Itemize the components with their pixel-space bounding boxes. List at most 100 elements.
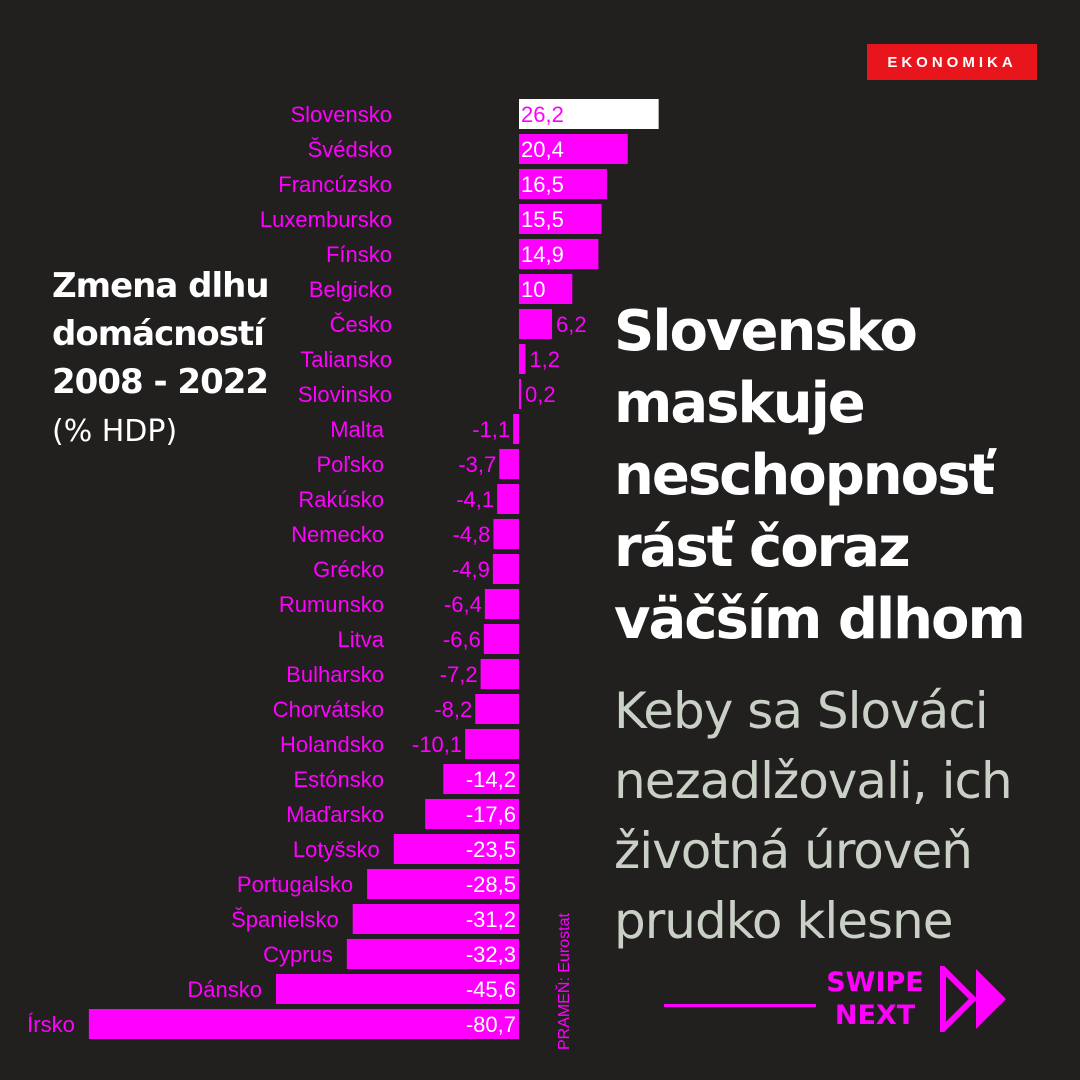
bar	[352, 904, 519, 934]
category-label: Portugalsko	[237, 872, 353, 897]
category-label: Malta	[330, 417, 385, 442]
bar	[492, 554, 519, 584]
bar	[519, 204, 602, 234]
next-label: NEXT	[834, 1000, 916, 1031]
headline-line: Slovensko	[614, 299, 918, 364]
value-label: -3,7	[458, 452, 496, 477]
bar	[519, 309, 553, 339]
headline-line: rásť čoraz	[614, 515, 911, 580]
brand-badge: EKONOMIKA	[867, 44, 1037, 80]
headline-line: neschopnosť	[614, 443, 995, 508]
value-label: 6,2	[556, 312, 587, 337]
value-label: 16,5	[521, 172, 564, 197]
value-label: 15,5	[521, 207, 564, 232]
category-label: Nemecko	[291, 522, 384, 547]
value-label: -45,6	[466, 977, 516, 1002]
bar	[519, 239, 599, 269]
category-label: Poľsko	[316, 452, 384, 477]
value-label: -80,7	[466, 1012, 516, 1037]
category-label: Litva	[338, 627, 385, 652]
bar	[519, 169, 607, 199]
category-label: Cyprus	[263, 942, 333, 967]
bar	[499, 449, 519, 479]
subheadline-line: nezadlžovali, ich	[614, 752, 1013, 810]
value-label: -23,5	[466, 837, 516, 862]
bar	[493, 519, 519, 549]
category-label: Rumunsko	[279, 592, 384, 617]
value-label: -14,2	[466, 767, 516, 792]
bar	[483, 624, 519, 654]
bar	[367, 869, 519, 899]
category-label: Holandsko	[280, 732, 384, 757]
value-label: -4,9	[452, 557, 490, 582]
value-label: 10	[521, 277, 545, 302]
value-label: -7,2	[440, 662, 478, 687]
category-label: Bulharsko	[286, 662, 384, 687]
value-label: 20,4	[521, 137, 564, 162]
category-label: Švédsko	[308, 137, 392, 162]
value-label: -4,8	[452, 522, 490, 547]
value-label: 26,2	[521, 102, 564, 127]
bar	[480, 659, 519, 689]
category-label: Írsko	[27, 1012, 75, 1037]
category-label: Česko	[330, 312, 392, 337]
bar	[475, 694, 519, 724]
headline: Slovensko maskuje neschopnosť rásť čoraz…	[614, 296, 1064, 656]
category-label: Luxembursko	[260, 207, 392, 232]
bar	[393, 834, 519, 864]
value-label: -4,1	[456, 487, 494, 512]
bar	[346, 939, 519, 969]
bar	[519, 344, 526, 374]
swipe-line	[664, 1004, 816, 1007]
category-label: Francúzsko	[278, 172, 392, 197]
bar	[519, 379, 521, 409]
bar	[497, 484, 519, 514]
bar	[443, 764, 519, 794]
source-note: PRAMEŇ: Eurostat	[556, 913, 573, 1050]
category-label: Taliansko	[300, 347, 392, 372]
category-label: Španielsko	[231, 907, 339, 932]
category-label: Slovensko	[290, 102, 392, 127]
chart-title-line: domácností	[52, 314, 265, 354]
bar	[484, 589, 519, 619]
category-label: Slovinsko	[298, 382, 392, 407]
bar	[465, 729, 519, 759]
swipe-label: SWIPE	[826, 967, 924, 998]
value-label: 1,2	[529, 347, 560, 372]
category-label: Belgicko	[309, 277, 392, 302]
category-label: Fínsko	[326, 242, 392, 267]
value-label: -32,3	[466, 942, 516, 967]
value-label: 0,2	[525, 382, 556, 407]
bar	[513, 414, 519, 444]
double-play-arrow-icon[interactable]	[940, 966, 1010, 1032]
category-label: Dánsko	[187, 977, 262, 1002]
bar	[425, 799, 519, 829]
category-label: Chorvátsko	[273, 697, 384, 722]
value-label: -8,2	[434, 697, 472, 722]
subheadline-line: životná úroveň	[614, 822, 973, 880]
category-label: Lotyšsko	[293, 837, 380, 862]
chart-title-line: 2008 - 2022	[52, 362, 269, 402]
value-label: -6,4	[444, 592, 482, 617]
bar	[519, 134, 628, 164]
bar	[519, 274, 573, 304]
chart-title: Zmena dlhu domácností 2008 - 2022	[52, 262, 270, 406]
chart-unit: (% HDP)	[52, 414, 178, 449]
category-label: Grécko	[313, 557, 384, 582]
value-label: -31,2	[466, 907, 516, 932]
category-label: Estónsko	[294, 767, 385, 792]
bar	[275, 974, 519, 1004]
value-label: 14,9	[521, 242, 564, 267]
category-label: Maďarsko	[286, 802, 384, 827]
value-label: -10,1	[412, 732, 462, 757]
chart-title-line: Zmena dlhu	[52, 266, 270, 306]
bar	[88, 1009, 519, 1039]
headline-line: maskuje	[614, 371, 866, 436]
bar	[519, 99, 659, 129]
value-label: -6,6	[443, 627, 481, 652]
swipe-next-button[interactable]: SWIPE NEXT	[820, 966, 930, 1032]
value-label: -17,6	[466, 802, 516, 827]
subheadline-line: prudko klesne	[614, 892, 954, 950]
value-label: -1,1	[472, 417, 510, 442]
